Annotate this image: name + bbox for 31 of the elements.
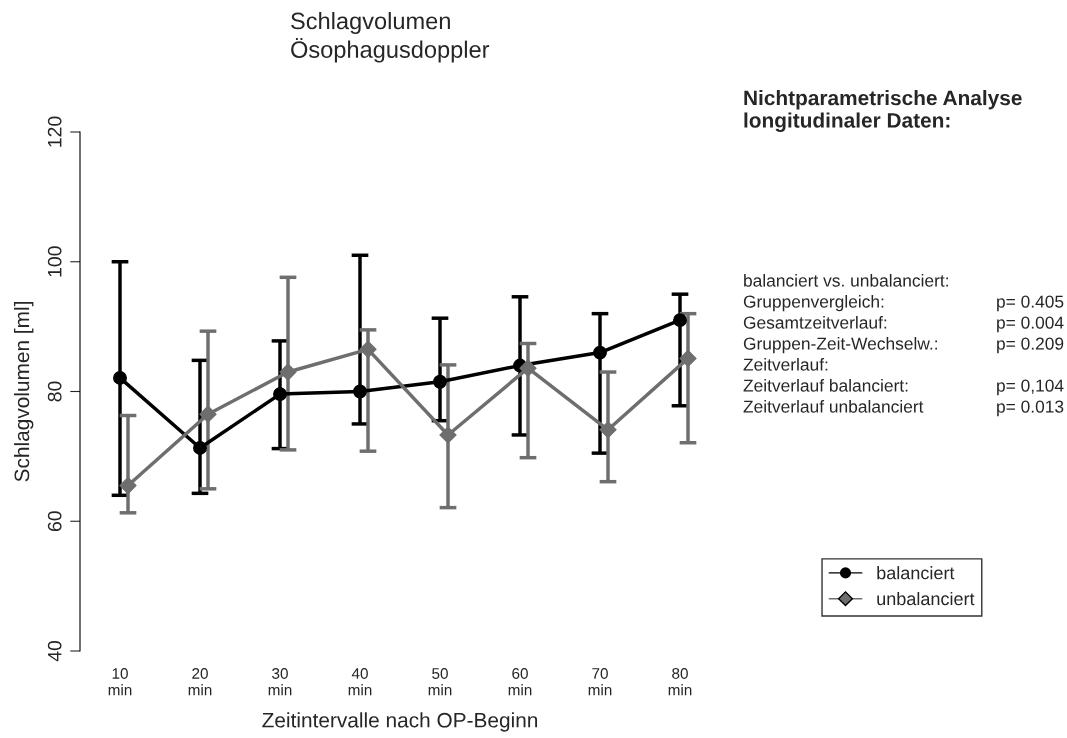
y-tick-label: 100 bbox=[47, 246, 62, 277]
text: balanciert vs. unbalanciert: bbox=[744, 274, 948, 287]
text: Gruppenvergleich: bbox=[743, 295, 884, 312]
x-tick-label: 40 min bbox=[348, 668, 372, 696]
y-axis-title: Schlagvolumen [ml] bbox=[13, 302, 34, 482]
chart-title: Schlagvolumen Ösophagusdoppler bbox=[291, 12, 490, 63]
y-tick-label: 120 bbox=[47, 116, 62, 147]
x-tick-label: 20 min bbox=[188, 668, 212, 696]
text: p= 0.013 bbox=[997, 400, 1064, 417]
x-axis-title: Zeitintervalle nach OP-Beginn bbox=[262, 712, 538, 732]
y-tick-label: 60 bbox=[47, 511, 62, 532]
y-tick-label: 40 bbox=[47, 640, 62, 662]
legend-label: balanciert bbox=[877, 566, 955, 580]
x-tick-label: 10 min bbox=[108, 668, 132, 696]
text: Zeitverlauf balanciert: bbox=[743, 379, 908, 392]
text: Zeitverlauf unbalanciert bbox=[743, 400, 924, 413]
text: p= 0,104 bbox=[997, 379, 1064, 396]
x-tick-label: 50 min bbox=[428, 668, 452, 696]
text: Gruppen-Zeit-Wechselw.: bbox=[743, 337, 937, 354]
x-tick-label: 80 min bbox=[668, 668, 692, 696]
x-tick-label: 60 min bbox=[508, 668, 532, 696]
text: Gesamtzeitverlauf: bbox=[743, 316, 887, 329]
text: p= 0.209 bbox=[997, 337, 1064, 354]
x-tick-label: 30 min bbox=[268, 668, 292, 696]
x-tick-label: 70 min bbox=[588, 668, 612, 696]
y-tick-label: 80 bbox=[47, 381, 62, 402]
legend-label: unbalanciert bbox=[877, 591, 975, 606]
text: p= 0.004 bbox=[997, 316, 1064, 333]
text: Zeitverlauf: bbox=[743, 358, 828, 371]
text: Nichtparametrische Analyse longitudinaler Daten: bbox=[744, 90, 1022, 132]
text: p= 0.405 bbox=[997, 295, 1064, 312]
